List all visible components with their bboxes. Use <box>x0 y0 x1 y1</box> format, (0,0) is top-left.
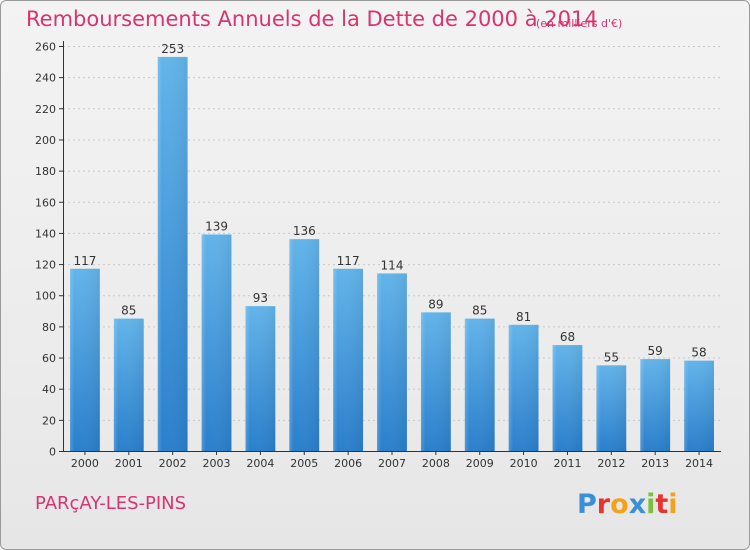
logo-letter: i <box>668 489 678 520</box>
bar-value-label: 81 <box>516 310 531 324</box>
x-tick-label: 2003 <box>203 457 231 470</box>
y-tick-label: 180 <box>35 165 56 178</box>
town-name: PARçAY-LES-PINS <box>35 493 187 514</box>
bar-shade <box>377 273 407 451</box>
logo-letter: r <box>596 489 611 520</box>
bar-value-label: 139 <box>205 219 228 233</box>
y-tick-label: 100 <box>35 290 56 303</box>
x-tick-label: 2002 <box>159 457 187 470</box>
x-tick-label: 2010 <box>510 457 538 470</box>
bar-value-label: 55 <box>604 350 619 364</box>
bar-shade <box>596 365 627 451</box>
x-tick-label: 2005 <box>290 457 318 470</box>
x-tick-label: 2001 <box>115 457 143 470</box>
bar-value-label: 89 <box>428 297 443 311</box>
bar-shade <box>289 239 320 451</box>
y-tick-label: 120 <box>35 259 56 272</box>
x-tick-label: 2004 <box>246 457 274 470</box>
bar-value-label: 253 <box>161 42 184 56</box>
bar-value-label: 58 <box>691 346 706 360</box>
proxiti-logo: Proxiti <box>577 489 678 520</box>
x-tick-label: 2008 <box>422 457 450 470</box>
bar-value-label: 59 <box>648 344 663 358</box>
x-tick-label: 2012 <box>597 457 625 470</box>
bar-shade <box>552 345 583 451</box>
logo-letter: t <box>655 489 669 520</box>
logo-letter: x <box>628 489 647 520</box>
bar-shade <box>333 268 364 451</box>
y-tick-label: 0 <box>49 446 56 459</box>
bar-shade <box>420 312 451 451</box>
y-tick-label: 200 <box>35 134 56 147</box>
logo-letter: P <box>577 489 597 520</box>
x-tick-label: 2013 <box>641 457 669 470</box>
x-tick-label: 2006 <box>334 457 362 470</box>
bar-value-label: 93 <box>253 291 268 305</box>
x-tick-label: 2007 <box>378 457 406 470</box>
y-tick-label: 140 <box>35 227 56 240</box>
bar-shade <box>201 234 232 451</box>
bar-value-label: 85 <box>121 304 136 318</box>
bar-shade <box>640 359 671 451</box>
x-tick-label: 2009 <box>466 457 494 470</box>
bar-value-label: 85 <box>472 304 487 318</box>
bar-value-label: 68 <box>560 330 575 344</box>
bar-value-label: 117 <box>73 254 96 268</box>
y-tick-label: 40 <box>42 383 56 396</box>
y-tick-label: 260 <box>35 41 56 54</box>
x-tick-label: 2014 <box>685 457 713 470</box>
y-tick-label: 220 <box>35 103 56 116</box>
y-tick-label: 240 <box>35 72 56 85</box>
bar-value-label: 117 <box>337 254 360 268</box>
logo-letter: o <box>610 489 629 520</box>
y-tick-label: 20 <box>42 414 56 427</box>
chart-title: Remboursements Annuels de la Dette de 20… <box>26 7 598 31</box>
y-tick-label: 60 <box>42 352 56 365</box>
x-tick-label: 2011 <box>553 457 581 470</box>
bar-shade <box>464 318 495 451</box>
bar-value-label: 114 <box>381 258 404 272</box>
bar-shade <box>157 56 188 452</box>
x-tick-label: 2000 <box>71 457 99 470</box>
bar-shade <box>508 324 539 451</box>
bar-shade <box>684 360 714 451</box>
logo-letter: i <box>646 489 656 520</box>
bar-value-label: 136 <box>293 224 316 238</box>
y-tick-label: 160 <box>35 196 56 209</box>
units-note: (en milliers d'€) <box>536 17 623 30</box>
bar-shade <box>70 268 100 451</box>
bar-shade <box>113 318 144 451</box>
y-tick-label: 80 <box>42 321 56 334</box>
bar-shade <box>245 306 276 451</box>
